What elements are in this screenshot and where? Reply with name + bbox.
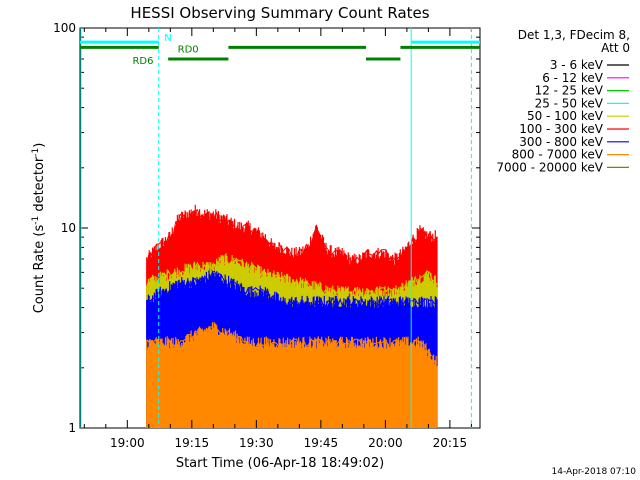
annotation-label: RD0 bbox=[178, 44, 199, 55]
x-axis-label: Start Time (06-Apr-18 18:49:02) bbox=[176, 456, 384, 471]
series-800-7000-kev bbox=[146, 321, 438, 428]
annotation-label: N bbox=[164, 33, 171, 44]
series-envelope bbox=[146, 209, 438, 265]
plot-area: 1 10 100 19:00 19:15 19:30 19:45 20:00 20:15 N RD0… bbox=[53, 21, 481, 450]
legend-label: 25 - 50 keV bbox=[535, 96, 604, 110]
legend-label: 6 - 12 keV bbox=[542, 71, 604, 85]
x-tick-label: 20:15 bbox=[433, 436, 468, 450]
legend-label: 7000 - 20000 keV bbox=[496, 160, 603, 174]
legend-header-line-1: Det 1,3, FDecim 8, bbox=[518, 28, 630, 42]
x-tick-label: 19:15 bbox=[175, 436, 210, 450]
series-envelope bbox=[146, 326, 438, 364]
series-trace bbox=[146, 321, 438, 428]
legend-label: 100 - 300 keV bbox=[519, 122, 603, 136]
legend-label: 800 - 7000 keV bbox=[512, 148, 604, 162]
legend-label: 50 - 100 keV bbox=[527, 109, 604, 123]
y-tick-label: 100 bbox=[53, 21, 76, 35]
x-tick-label: 20:00 bbox=[368, 436, 403, 450]
y-axis-label: Count Rate (s-1 detector-1) bbox=[31, 143, 47, 314]
legend-label: 300 - 800 keV bbox=[519, 135, 603, 149]
series-envelope bbox=[146, 256, 438, 298]
legend-label: 12 - 25 keV bbox=[535, 84, 604, 98]
chart-title: HESSI Observing Summary Count Rates bbox=[130, 4, 429, 22]
y-tick-label: 1 bbox=[68, 421, 76, 435]
series-envelope bbox=[146, 270, 438, 309]
footer-timestamp: 14-Apr-2018 07:10 bbox=[552, 467, 637, 477]
legend-label: 3 - 6 keV bbox=[550, 58, 604, 72]
x-tick-label: 19:00 bbox=[110, 436, 145, 450]
y-tick-label: 10 bbox=[61, 221, 76, 235]
legend-header-line-2: Att 0 bbox=[601, 41, 630, 55]
annotation-label: RD6 bbox=[132, 56, 153, 67]
x-tick-label: 19:45 bbox=[304, 436, 339, 450]
x-tick-label: 19:30 bbox=[239, 436, 274, 450]
